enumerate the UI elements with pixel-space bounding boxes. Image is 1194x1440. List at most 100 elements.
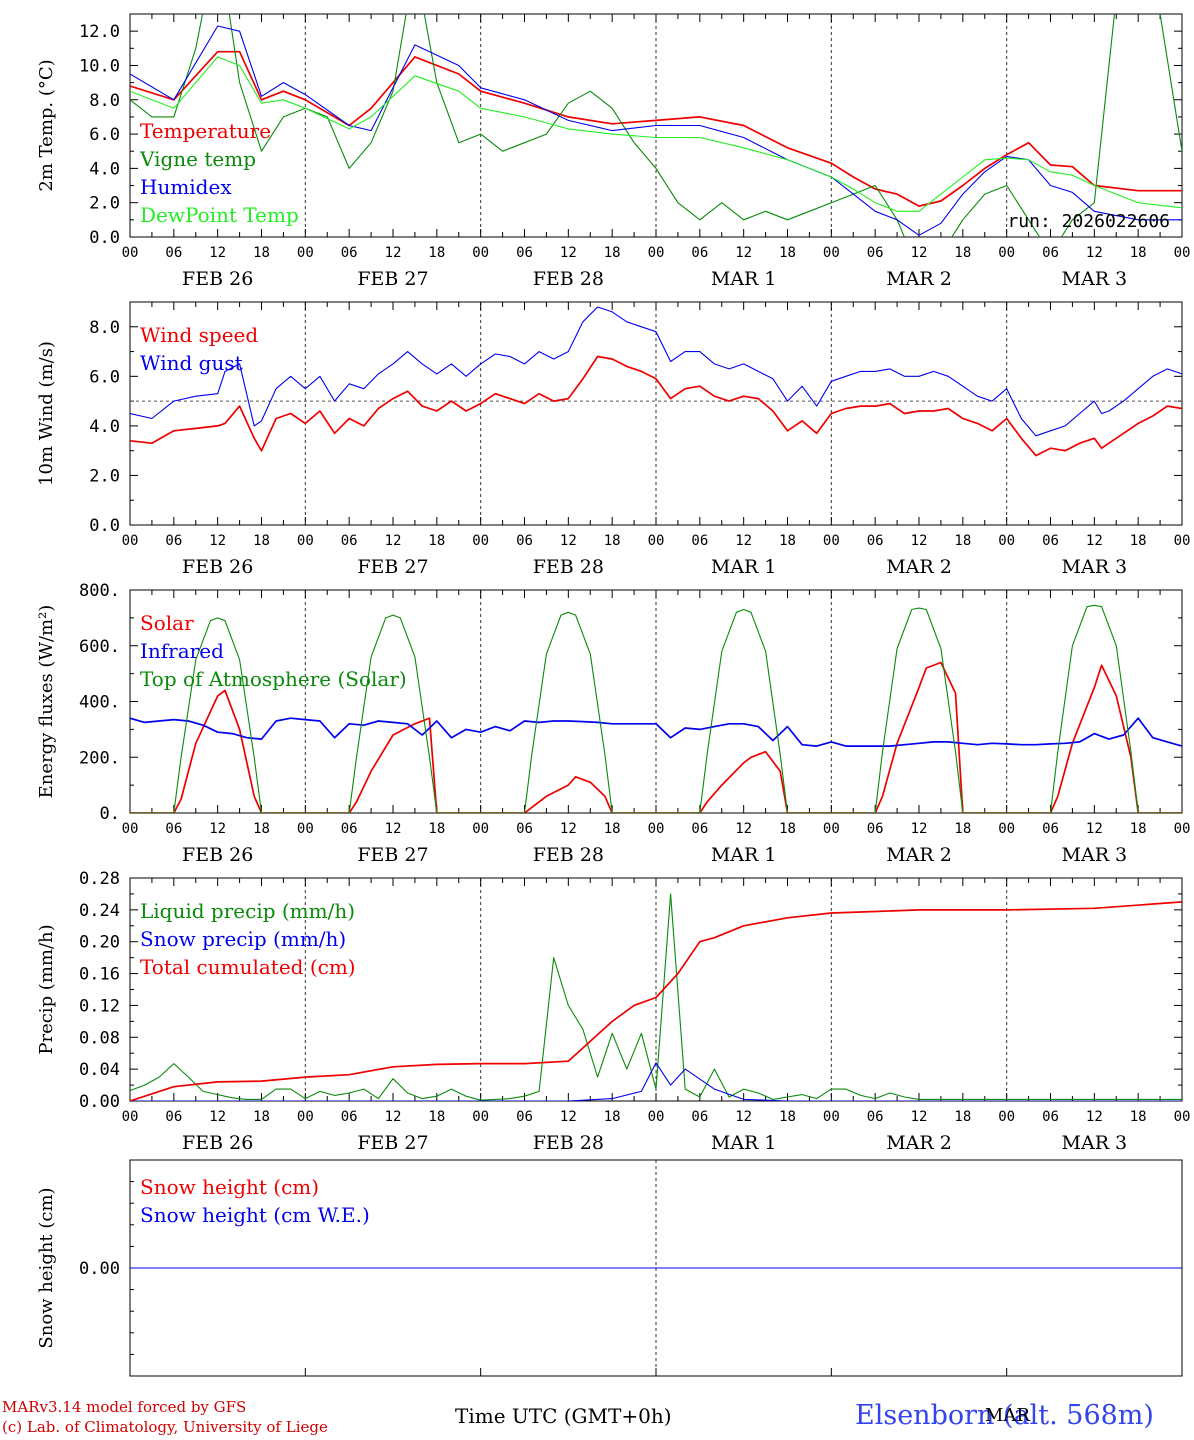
- y-tick-label: 200.: [79, 748, 120, 768]
- hour-tick-label: 06: [1042, 1109, 1059, 1125]
- day-label: FEB 26: [182, 556, 253, 578]
- hour-tick-label: 00: [648, 533, 665, 549]
- day-label: FEB 26: [182, 268, 253, 290]
- hour-tick-label: 00: [823, 245, 840, 261]
- day-label: MAR 1: [711, 1132, 777, 1154]
- y-tick-label: 12.0: [79, 22, 120, 42]
- hour-tick-label: 00: [297, 821, 314, 837]
- series-group: [130, 14, 1182, 237]
- day-label: MAR 1: [711, 844, 777, 866]
- hour-tick-label: 00: [823, 821, 840, 837]
- hour-tick-label: 00: [122, 821, 139, 837]
- hour-tick-label: 12: [560, 245, 577, 261]
- series-line-dewpoint-temp: [130, 56, 1182, 212]
- hour-tick-label: 18: [1130, 245, 1147, 261]
- legend-entry: Wind speed: [140, 323, 258, 347]
- legend-entry: Humidex: [140, 175, 232, 199]
- hour-tick-label: 18: [954, 1109, 971, 1125]
- y-tick-label: 6.0: [89, 125, 120, 145]
- day-label: FEB 28: [533, 268, 604, 290]
- hour-tick-label: 06: [516, 1109, 533, 1125]
- hour-tick-label: 06: [165, 245, 182, 261]
- hour-tick-label: 18: [253, 245, 270, 261]
- hour-tick-label: 12: [385, 245, 402, 261]
- y-tick-label: 4.0: [89, 417, 120, 437]
- hour-tick-label: 18: [779, 1109, 796, 1125]
- hour-tick-label: 12: [911, 533, 928, 549]
- y-axis-label: Energy fluxes (W/m²): [36, 605, 57, 799]
- day-label: FEB 27: [357, 1132, 428, 1154]
- day-label: MAR 1: [711, 556, 777, 578]
- series-line-temperature: [130, 50, 1182, 207]
- hour-tick-label: 18: [1130, 533, 1147, 549]
- hour-tick-label: 00: [1174, 533, 1191, 549]
- hour-tick-label: 06: [165, 533, 182, 549]
- day-label: MAR 3: [1062, 268, 1128, 290]
- hour-tick-label: 18: [253, 821, 270, 837]
- series-line-top-of-atmosphere-solar-: [130, 604, 1182, 813]
- y-tick-label: 0.28: [79, 869, 120, 889]
- hour-tick-label: 12: [560, 1109, 577, 1125]
- series-line-infrared: [130, 717, 1182, 747]
- series-line-solar: [130, 661, 1182, 813]
- hour-tick-label: 12: [1086, 533, 1103, 549]
- hour-tick-label: 06: [165, 821, 182, 837]
- plot-frame: [129, 589, 1183, 814]
- series-line-wind-gust: [130, 306, 1182, 437]
- hour-tick-label: 12: [1086, 1109, 1103, 1125]
- day-label: FEB 28: [533, 844, 604, 866]
- hour-tick-label: 00: [472, 1109, 489, 1125]
- y-tick-label: 0.00: [79, 1092, 120, 1112]
- hour-tick-label: 06: [867, 1109, 884, 1125]
- y-tick-label: 10.0: [79, 56, 120, 76]
- hour-tick-label: 06: [341, 821, 358, 837]
- hour-tick-label: 18: [253, 533, 270, 549]
- day-label: FEB 26: [182, 1132, 253, 1154]
- hour-tick-label: 18: [1130, 1109, 1147, 1125]
- panel-snow: 0.00 Snow height (cm) Snow height (cm) Snow…: [36, 1159, 1183, 1377]
- panel-energy: 00 06 12 18 00 06 12 18 00 06 12 18 00 06 12 18 00 06 12 18…: [36, 581, 1191, 866]
- hour-tick-label: 00: [998, 1109, 1015, 1125]
- series-line-vigne-temp: [130, 14, 1182, 237]
- hour-tick-label: 06: [867, 821, 884, 837]
- hour-tick-label: 18: [428, 1109, 445, 1125]
- hour-tick-label: 00: [1174, 821, 1191, 837]
- y-tick-label: 0.0: [89, 516, 120, 536]
- hour-tick-label: 18: [779, 245, 796, 261]
- hour-tick-label: 00: [297, 245, 314, 261]
- hour-tick-label: 12: [1086, 245, 1103, 261]
- day-label: MAR 3: [1062, 556, 1128, 578]
- series-line-liquid-precip-mm-h-: [130, 893, 1182, 1101]
- hour-tick-label: 00: [297, 1109, 314, 1125]
- panel-temp: 00 06 12 18 00 06 12 18 00 06 12 18 00 06 12 18 00 06 12 18…: [36, 13, 1190, 290]
- model-credit: MARv3.14 model forced by GFS: [2, 1398, 247, 1416]
- panel-wind: 00 06 12 18 00 06 12 18 00 06 12 18 00 06 12 18 00 06 12 18…: [36, 301, 1191, 578]
- hour-tick-label: 18: [428, 821, 445, 837]
- day-label: FEB 27: [357, 844, 428, 866]
- hour-tick-label: 12: [385, 1109, 402, 1125]
- hour-tick-label: 12: [911, 1109, 928, 1125]
- hour-tick-label: 06: [1042, 245, 1059, 261]
- y-tick-label: 2.0: [89, 194, 120, 214]
- hour-tick-label: 06: [691, 821, 708, 837]
- y-tick-label: 0.04: [79, 1060, 120, 1080]
- plot-frame: [129, 301, 1183, 526]
- y-tick-label: 2.0: [89, 466, 120, 486]
- hour-tick-label: 18: [428, 533, 445, 549]
- hour-tick-label: 12: [385, 533, 402, 549]
- y-tick-label: 0.: [100, 804, 120, 824]
- hour-tick-label: 06: [867, 533, 884, 549]
- hour-tick-label: 06: [691, 245, 708, 261]
- y-tick-label: 8.0: [89, 91, 120, 111]
- y-axis-label: Precip (mm/h): [36, 924, 57, 1054]
- hour-tick-label: 06: [516, 821, 533, 837]
- day-label: FEB 27: [357, 268, 428, 290]
- hour-tick-label: 00: [823, 1109, 840, 1125]
- hour-tick-label: 18: [604, 533, 621, 549]
- hour-tick-label: 12: [1086, 821, 1103, 837]
- hour-tick-label: 12: [911, 245, 928, 261]
- day-label: FEB 28: [533, 556, 604, 578]
- hour-tick-label: 00: [998, 245, 1015, 261]
- hour-tick-label: 06: [516, 245, 533, 261]
- day-label: MAR 2: [886, 1132, 952, 1154]
